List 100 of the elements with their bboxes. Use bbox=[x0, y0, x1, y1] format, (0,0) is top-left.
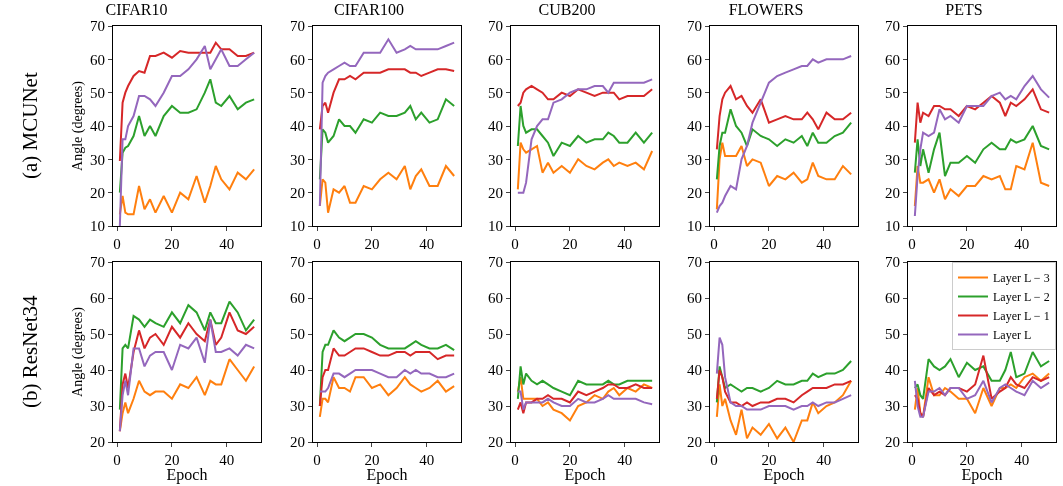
y-tick-label: 10 bbox=[90, 218, 105, 235]
y-tick-label: 50 bbox=[488, 326, 503, 343]
y-tick-label: 50 bbox=[885, 84, 900, 101]
line-series bbox=[516, 365, 654, 400]
x-tick-label: 20 bbox=[959, 452, 975, 468]
line-series bbox=[118, 165, 256, 216]
line-series bbox=[715, 55, 853, 214]
line-series bbox=[516, 376, 654, 422]
y-axis-title: Angle (degrees) bbox=[69, 306, 86, 397]
y-tick-label: 60 bbox=[687, 290, 702, 307]
y-tick-label: 40 bbox=[488, 118, 503, 135]
x-tick-label: 0 bbox=[511, 452, 519, 468]
line-series bbox=[118, 45, 256, 226]
line-series bbox=[516, 105, 654, 157]
y-tick-label: 70 bbox=[885, 18, 900, 35]
y-tick-label: 30 bbox=[90, 398, 105, 415]
y-tick-label: 70 bbox=[488, 254, 503, 271]
line-series bbox=[913, 75, 1051, 217]
y-tick-label: 40 bbox=[885, 118, 900, 135]
x-tick-label: 0 bbox=[313, 236, 321, 252]
x-tick-label: 20 bbox=[761, 452, 777, 468]
line-series bbox=[913, 125, 1051, 177]
x-tick-label: 40 bbox=[219, 452, 235, 468]
line-series bbox=[913, 88, 1051, 144]
x-tick-label: 20 bbox=[164, 236, 180, 252]
y-tick-label: 60 bbox=[687, 51, 702, 68]
line-series bbox=[715, 141, 853, 211]
y-tick-label: 60 bbox=[290, 290, 305, 307]
x-tick-label: 20 bbox=[562, 236, 578, 252]
y-tick-label: 10 bbox=[885, 218, 900, 235]
x-tick-label: 20 bbox=[164, 452, 180, 468]
line-series bbox=[118, 78, 256, 194]
chart-title: CIFAR100 bbox=[334, 1, 404, 19]
y-tick-label: 40 bbox=[90, 118, 105, 135]
line-series bbox=[516, 78, 654, 194]
line-series bbox=[318, 347, 456, 407]
line-series bbox=[516, 383, 654, 415]
y-tick-label: 20 bbox=[90, 184, 105, 201]
y-tick-label: 20 bbox=[488, 434, 503, 451]
y-tick-label: 30 bbox=[90, 151, 105, 168]
y-tick-label: 20 bbox=[290, 184, 305, 201]
y-tick-label: 10 bbox=[290, 218, 305, 235]
x-tick-label: 0 bbox=[710, 452, 718, 468]
y-tick-label: 70 bbox=[885, 254, 900, 271]
y-tick-label: 70 bbox=[290, 18, 305, 35]
y-tick-label: 70 bbox=[687, 18, 702, 35]
x-axis-title: Epoch bbox=[961, 466, 1003, 484]
chart-title: FLOWERS bbox=[728, 1, 804, 19]
text: (b) ResNet34 bbox=[18, 294, 42, 408]
y-tick-label: 70 bbox=[90, 18, 105, 35]
y-tick-label: 30 bbox=[885, 151, 900, 168]
line-series bbox=[318, 165, 456, 214]
x-tick-label: 20 bbox=[761, 236, 777, 252]
line-series bbox=[715, 108, 853, 181]
x-tick-label: 0 bbox=[511, 236, 519, 252]
line-series bbox=[913, 141, 1051, 207]
y-tick-label: 20 bbox=[90, 434, 105, 451]
x-axis-title: Epoch bbox=[166, 466, 208, 484]
legend-label: Layer L bbox=[993, 328, 1032, 343]
y-tick-label: 70 bbox=[488, 18, 503, 35]
x-axis-title: Epoch bbox=[366, 466, 408, 484]
y-tick-label: 40 bbox=[885, 362, 900, 379]
y-tick-label: 30 bbox=[885, 398, 900, 415]
y-tick-label: 40 bbox=[90, 362, 105, 379]
y-tick-label: 70 bbox=[687, 254, 702, 271]
y-tick-label: 20 bbox=[885, 434, 900, 451]
line-series bbox=[913, 351, 1051, 400]
x-tick-label: 40 bbox=[1014, 452, 1030, 468]
y-tick-label: 50 bbox=[90, 84, 105, 101]
legend-label: Layer L − 2 bbox=[993, 290, 1050, 305]
y-tick-label: 70 bbox=[90, 254, 105, 271]
y-tick-label: 60 bbox=[90, 290, 105, 307]
x-tick-label: 20 bbox=[364, 452, 380, 468]
x-tick-label: 0 bbox=[710, 236, 718, 252]
x-tick-label: 0 bbox=[908, 236, 916, 252]
y-tick-label: 30 bbox=[290, 398, 305, 415]
y-tick-label: 40 bbox=[488, 362, 503, 379]
x-axis-title: Epoch bbox=[763, 466, 805, 484]
line-series bbox=[715, 379, 853, 442]
x-tick-label: 40 bbox=[816, 236, 832, 252]
y-tick-label: 30 bbox=[687, 151, 702, 168]
line-series bbox=[318, 369, 456, 393]
line-series bbox=[715, 336, 853, 411]
line-series bbox=[516, 141, 654, 191]
line-series bbox=[318, 38, 456, 207]
y-tick-label: 50 bbox=[885, 326, 900, 343]
y-tick-label: 50 bbox=[687, 84, 702, 101]
y-tick-label: 20 bbox=[488, 184, 503, 201]
y-tick-label: 60 bbox=[885, 51, 900, 68]
x-tick-label: 40 bbox=[617, 236, 633, 252]
line-series bbox=[118, 300, 256, 411]
x-tick-label: 40 bbox=[419, 452, 435, 468]
text: (a) MCUNet bbox=[18, 72, 42, 179]
y-tick-label: 40 bbox=[290, 118, 305, 135]
line-series bbox=[318, 376, 456, 418]
line-series bbox=[715, 85, 853, 151]
y-tick-label: 50 bbox=[687, 326, 702, 343]
y-tick-label: 30 bbox=[290, 151, 305, 168]
x-tick-label: 40 bbox=[816, 452, 832, 468]
y-tick-label: 60 bbox=[885, 290, 900, 307]
